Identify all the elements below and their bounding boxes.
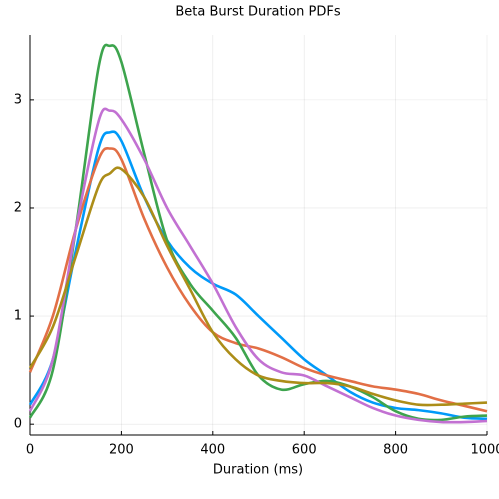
x-tick-label: 400 xyxy=(200,443,225,458)
x-tick-label: 200 xyxy=(109,443,134,458)
x-tick-label: 0 xyxy=(26,443,34,458)
x-tick-label: 800 xyxy=(383,443,408,458)
y-tick-label: 3 xyxy=(14,92,22,107)
x-tick-label: 600 xyxy=(292,443,317,458)
chart-title: Beta Burst Duration PDFs xyxy=(175,5,341,20)
line-series xyxy=(28,166,488,407)
x-axis-label: Duration (ms) xyxy=(213,463,303,478)
y-tick-label: 0 xyxy=(14,417,22,432)
line-series xyxy=(28,43,488,422)
y-tick-label: 2 xyxy=(14,200,22,215)
y-tick-label: 1 xyxy=(14,309,22,324)
line-series xyxy=(28,147,488,413)
line-series xyxy=(28,130,488,421)
x-tick-label: 1000 xyxy=(470,443,499,458)
line-series xyxy=(28,107,488,424)
